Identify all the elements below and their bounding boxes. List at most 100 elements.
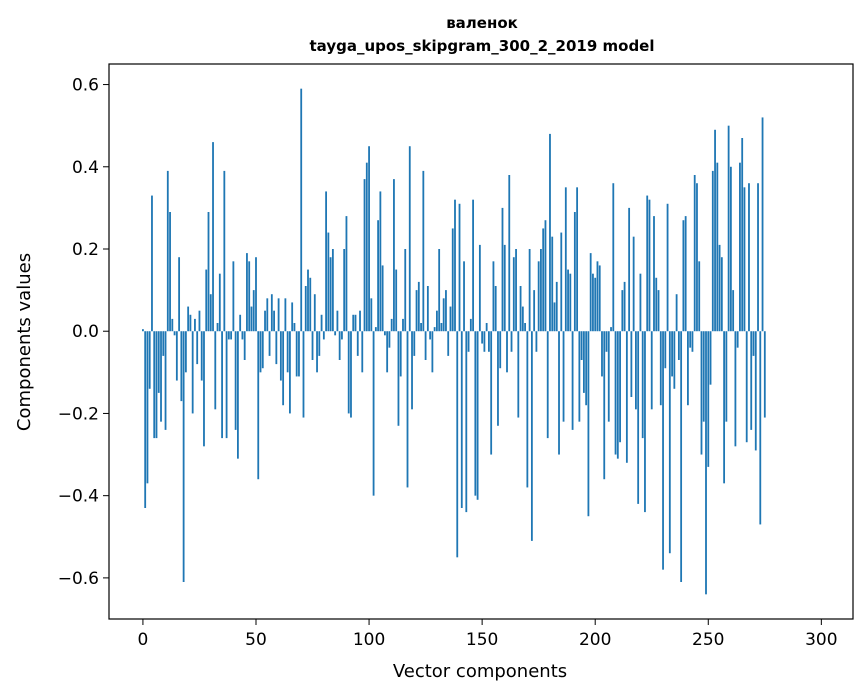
bar <box>268 331 271 356</box>
bar <box>415 290 418 332</box>
bar <box>162 331 165 356</box>
x-tick-label: 50 <box>245 630 267 650</box>
bar <box>426 286 429 332</box>
bar <box>431 331 434 373</box>
bar <box>648 199 651 332</box>
bar <box>641 331 644 439</box>
y-tick-label: 0.2 <box>72 240 99 260</box>
bar <box>361 331 364 373</box>
bar <box>212 142 214 332</box>
bar <box>580 331 583 360</box>
bar <box>680 331 683 582</box>
bar <box>639 273 642 332</box>
bar <box>187 306 190 332</box>
plot-frame <box>108 63 854 620</box>
bar <box>295 331 298 377</box>
bar <box>689 331 692 348</box>
bar <box>203 331 205 447</box>
chart-subtitle: tayga_upos_skipgram_300_2_2019 model <box>310 37 655 55</box>
bar <box>567 269 569 332</box>
bar <box>250 306 253 332</box>
bar <box>406 331 409 488</box>
bar <box>739 162 741 332</box>
bar <box>465 331 468 513</box>
y-tick-label: 0.4 <box>72 158 99 178</box>
bar <box>458 203 461 332</box>
chart-title: валенок <box>446 14 518 32</box>
bar <box>331 249 334 332</box>
bar <box>589 253 592 332</box>
bar <box>481 331 484 344</box>
bar <box>696 183 698 332</box>
bar <box>463 261 465 332</box>
bar <box>662 331 664 570</box>
bar <box>659 331 662 406</box>
bar <box>472 199 474 332</box>
bar <box>241 331 244 340</box>
bar <box>354 314 357 332</box>
bar <box>175 331 178 381</box>
bar <box>759 331 762 525</box>
bar <box>223 170 226 332</box>
bar <box>429 331 432 340</box>
bar <box>153 331 156 439</box>
bar <box>155 331 158 439</box>
bar <box>377 220 380 332</box>
bar <box>705 331 707 595</box>
bar <box>169 212 171 332</box>
bar <box>512 257 515 332</box>
bar <box>383 331 386 336</box>
bar <box>230 331 233 340</box>
x-tick-label: 0 <box>138 630 149 650</box>
bar <box>298 331 300 377</box>
bar <box>485 323 488 332</box>
bar <box>476 331 479 500</box>
bar <box>456 331 459 558</box>
bar <box>549 133 551 332</box>
bar <box>374 327 377 332</box>
bar <box>284 298 287 332</box>
x-tick-label: 300 <box>805 630 837 650</box>
bar <box>356 331 359 356</box>
bar <box>316 331 318 373</box>
bar <box>447 331 450 356</box>
bar <box>553 302 556 332</box>
bar <box>490 331 493 455</box>
bar <box>510 331 513 352</box>
bar <box>451 228 454 332</box>
bar <box>449 306 452 332</box>
bar <box>311 331 314 360</box>
bar <box>420 323 422 332</box>
bar <box>142 329 144 332</box>
bar <box>454 199 456 332</box>
bar <box>628 207 631 332</box>
bar <box>171 318 174 332</box>
bar <box>497 331 499 426</box>
bar <box>630 331 633 397</box>
bar <box>720 257 723 332</box>
bar <box>166 170 169 332</box>
bar <box>160 331 162 422</box>
bar <box>334 331 337 336</box>
bar <box>754 331 757 451</box>
bar <box>562 331 565 422</box>
bar <box>227 331 230 340</box>
bar <box>671 331 673 377</box>
bar <box>200 331 203 381</box>
bar <box>537 261 540 332</box>
bar <box>535 331 538 352</box>
x-tick-label: 250 <box>692 630 724 650</box>
bar <box>607 331 610 422</box>
bar <box>282 331 285 406</box>
x-axis-ticks: 0 50 100 150 200 250 300 <box>138 619 838 650</box>
bar <box>379 191 382 332</box>
bar <box>277 298 280 332</box>
bar <box>372 331 375 496</box>
bar <box>404 249 407 332</box>
bar <box>304 286 307 332</box>
bar <box>517 331 520 418</box>
bar <box>625 331 628 463</box>
bar <box>650 331 653 410</box>
bar <box>551 236 554 332</box>
bar <box>741 138 744 332</box>
